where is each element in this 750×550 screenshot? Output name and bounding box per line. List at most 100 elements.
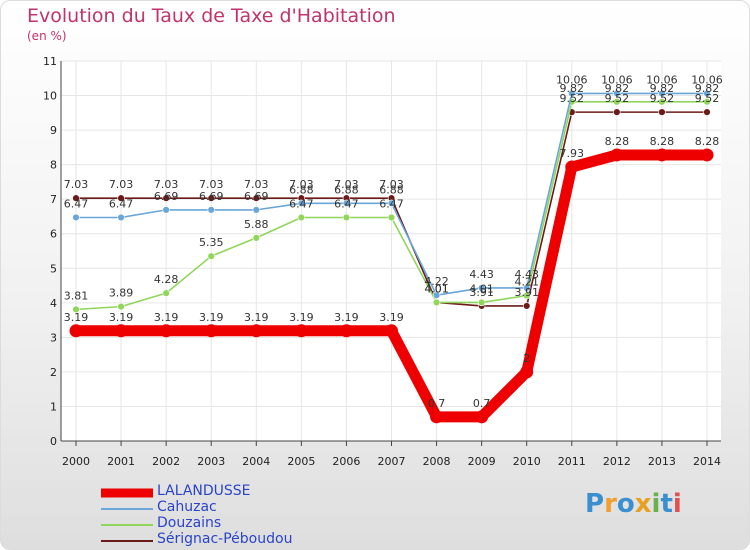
data-label: 7.03: [379, 178, 404, 191]
legend-swatch: [101, 524, 153, 526]
legend-swatch: [101, 540, 153, 542]
data-point: [117, 302, 125, 311]
data-point: [72, 213, 80, 222]
proxiti-logo: Proxiti: [585, 489, 682, 519]
x-tick-label: 2006: [332, 455, 360, 468]
x-tick-label: 2001: [107, 455, 135, 468]
chart-unit-label: (en %): [27, 29, 67, 43]
data-label: 9.82: [695, 82, 720, 95]
y-tick-label: 6: [50, 228, 57, 241]
data-point: [523, 302, 531, 310]
data-label: 6.69: [199, 190, 224, 203]
grid: [61, 60, 721, 442]
data-label: 2: [523, 352, 530, 365]
data-point: [117, 194, 125, 202]
data-label: 9.52: [650, 92, 675, 105]
data-label: 3.91: [469, 286, 494, 299]
data-point: [204, 324, 218, 338]
data-point: [342, 199, 351, 208]
data-label: 3.89: [109, 287, 134, 300]
y-tick-label: 5: [50, 262, 57, 275]
data-point: [703, 98, 711, 106]
data-point: [432, 298, 441, 307]
data-label: 3.19: [109, 311, 134, 324]
legend-label: Douzains: [157, 515, 222, 531]
data-label: 6.47: [334, 197, 359, 210]
x-tick-label: 2010: [513, 455, 541, 468]
x-tick-label: 2014: [693, 455, 721, 468]
data-label: 9.52: [560, 92, 585, 105]
data-point: [703, 108, 711, 116]
data-label: 3.19: [154, 311, 179, 324]
data-point: [568, 89, 576, 98]
legend-label: Sérignac-Péboudou: [157, 531, 293, 547]
data-label: 9.52: [695, 92, 720, 105]
data-label: 7.03: [334, 178, 359, 191]
data-label: 6.88: [334, 183, 359, 196]
data-label: 6.69: [244, 190, 269, 203]
data-label: 0.7: [428, 397, 446, 410]
data-point: [297, 199, 306, 208]
x-tick-label: 2004: [242, 455, 270, 468]
data-label: 3.19: [244, 311, 269, 324]
legend-swatch: [101, 488, 153, 498]
data-point: [72, 305, 80, 314]
data-point: [432, 291, 441, 299]
data-label: 5.88: [244, 218, 269, 231]
data-point: [613, 98, 621, 106]
data-label: 7.93: [560, 147, 585, 160]
data-point: [72, 194, 80, 202]
data-label: 6.47: [289, 197, 314, 210]
data-point: [252, 194, 260, 202]
data-point: [207, 194, 215, 202]
y-tick-label: 9: [50, 124, 57, 137]
data-label: 4.01: [469, 282, 494, 295]
data-label: 8.28: [605, 135, 630, 148]
data-point: [523, 291, 531, 300]
data-point: [658, 89, 666, 98]
y-tick-label: 4: [50, 297, 57, 310]
data-point: [610, 148, 624, 162]
data-point: [703, 89, 711, 98]
data-point: [207, 252, 215, 260]
data-point: [207, 206, 215, 214]
data-point: [613, 108, 621, 116]
data-label: 8.28: [695, 135, 720, 148]
data-label: 7.03: [289, 178, 314, 191]
y-tick-label: 8: [50, 159, 57, 172]
data-point: [162, 194, 170, 202]
y-tick-label: 3: [50, 331, 57, 344]
y-tick-label: 1: [50, 400, 57, 413]
data-point: [114, 324, 128, 338]
data-point: [385, 324, 398, 338]
data-label: 4.01: [424, 282, 449, 295]
data-label: 7.03: [64, 178, 89, 191]
data-label: 7.03: [199, 178, 224, 191]
data-point: [655, 148, 669, 162]
data-point: [159, 324, 173, 338]
data-point: [162, 206, 170, 214]
data-point: [658, 98, 666, 106]
data-label: 4.43: [469, 268, 494, 281]
data-label: 9.52: [605, 92, 630, 105]
data-label: 10.06: [646, 73, 678, 86]
data-point: [252, 234, 260, 242]
data-label: 5.35: [199, 236, 224, 249]
x-tick-label: 2007: [378, 455, 406, 468]
data-point: [117, 213, 125, 222]
data-label: 3.19: [199, 311, 224, 324]
data-point: [477, 284, 486, 292]
y-tick-label: 2: [50, 366, 57, 379]
data-point: [477, 298, 486, 307]
data-label: 3.19: [379, 311, 404, 324]
data-point: [249, 324, 263, 338]
data-label: 8.28: [650, 135, 675, 148]
data-point: [430, 410, 444, 424]
data-point: [700, 148, 714, 162]
x-tick-label: 2013: [648, 455, 676, 468]
data-point: [294, 324, 308, 338]
data-point: [297, 213, 306, 222]
